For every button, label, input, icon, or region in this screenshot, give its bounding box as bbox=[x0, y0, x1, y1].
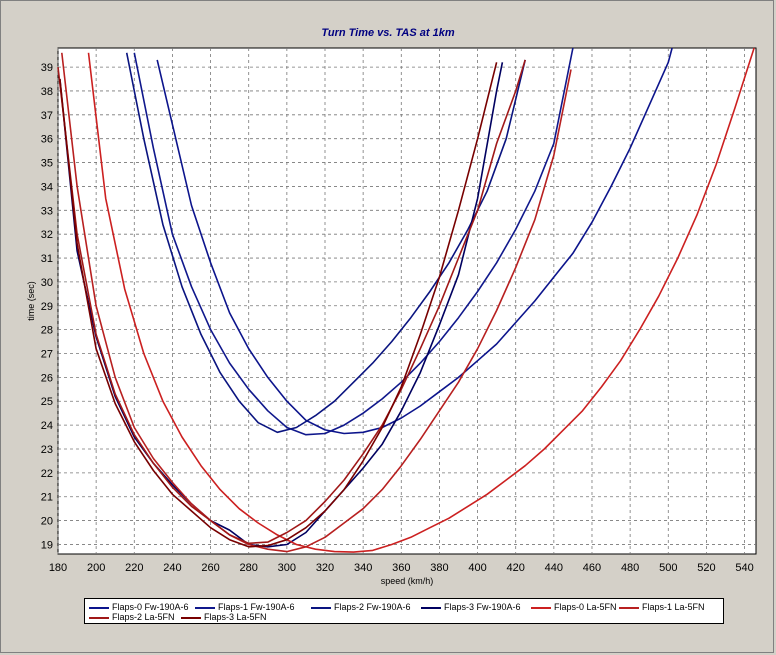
legend-swatch bbox=[89, 606, 109, 609]
legend-label: Flaps-3 La-5FN bbox=[204, 612, 267, 622]
y-tick-label: 32 bbox=[41, 229, 53, 241]
y-axis-label: time (sec) bbox=[26, 281, 36, 321]
plot-background bbox=[57, 47, 757, 555]
y-tick-label: 22 bbox=[41, 468, 53, 480]
series-line-8 bbox=[59, 62, 498, 548]
y-tick-label: 36 bbox=[41, 134, 53, 146]
series-line-6 bbox=[61, 52, 572, 553]
legend-label: Flaps-0 Fw-190A-6 bbox=[112, 602, 189, 612]
legend-entry-6: Flaps-1 La-5FN bbox=[619, 601, 705, 613]
legend-label: Flaps-2 Fw-190A-6 bbox=[334, 602, 411, 612]
y-tick-label: 30 bbox=[41, 277, 53, 289]
x-tick-label: 180 bbox=[49, 562, 67, 574]
legend-entry-8: Flaps-3 La-5FN bbox=[181, 611, 267, 623]
x-tick-label: 260 bbox=[201, 562, 219, 574]
x-tick-label: 380 bbox=[430, 562, 448, 574]
y-tick-label: 33 bbox=[41, 205, 53, 217]
y-tick-label: 19 bbox=[41, 539, 53, 551]
y-tick-label: 29 bbox=[41, 301, 53, 313]
legend-swatch bbox=[181, 616, 201, 619]
chart-legend: Flaps-0 Fw-190A-6 Flaps-1 Fw-190A-6 Flaps-… bbox=[84, 598, 724, 624]
y-tick-label: 26 bbox=[41, 372, 53, 384]
legend-label: Flaps-1 Fw-190A-6 bbox=[218, 602, 295, 612]
y-tick-label: 28 bbox=[41, 325, 53, 337]
x-tick-label: 340 bbox=[354, 562, 372, 574]
x-tick-label: 360 bbox=[392, 562, 410, 574]
legend-swatch bbox=[421, 606, 441, 609]
x-tick-label: 520 bbox=[697, 562, 715, 574]
legend-swatch bbox=[89, 616, 109, 619]
x-tick-label: 420 bbox=[507, 562, 525, 574]
y-tick-label: 24 bbox=[41, 420, 53, 432]
x-tick-label: 320 bbox=[316, 562, 334, 574]
chart-title: Turn Time vs. TAS at 1km bbox=[321, 27, 455, 39]
legend-swatch bbox=[619, 606, 639, 609]
series-line-3 bbox=[125, 52, 526, 434]
y-tick-label: 39 bbox=[41, 62, 53, 74]
series-line-2 bbox=[133, 47, 574, 436]
y-tick-label: 37 bbox=[41, 110, 53, 122]
series-lines bbox=[57, 47, 755, 553]
y-tick-label: 38 bbox=[41, 86, 53, 98]
plot-area: 180 200 220 240 260 280 300 320 340 360 380 400 420 4… bbox=[26, 47, 757, 586]
x-axis-label: speed (km/h) bbox=[381, 576, 434, 586]
x-tick-label: 440 bbox=[545, 562, 563, 574]
y-tick-label: 34 bbox=[41, 181, 53, 193]
y-tick-label: 20 bbox=[41, 516, 53, 528]
legend-entry-4: Flaps-3 Fw-190A-6 bbox=[421, 601, 521, 613]
y-tick-label: 31 bbox=[41, 253, 53, 265]
legend-swatch bbox=[195, 606, 215, 609]
legend-entry-1: Flaps-0 Fw-190A-6 bbox=[89, 601, 189, 613]
x-tick-label: 400 bbox=[468, 562, 486, 574]
legend-entry-5: Flaps-0 La-5FN bbox=[531, 601, 617, 613]
x-tick-label: 280 bbox=[240, 562, 258, 574]
legend-label: Flaps-3 Fw-190A-6 bbox=[444, 602, 521, 612]
x-tick-label: 200 bbox=[87, 562, 105, 574]
series-line-4 bbox=[59, 62, 504, 548]
x-tick-label: 460 bbox=[583, 562, 601, 574]
x-tick-label: 300 bbox=[278, 562, 296, 574]
legend-label: Flaps-0 La-5FN bbox=[554, 602, 617, 612]
legend-label: Flaps-1 La-5FN bbox=[642, 602, 705, 612]
legend-label: Flaps-2 La-5FN bbox=[112, 612, 175, 622]
y-tick-label: 35 bbox=[41, 158, 53, 170]
y-tick-label: 27 bbox=[41, 349, 53, 361]
x-tick-label: 500 bbox=[659, 562, 677, 574]
legend-swatch bbox=[531, 606, 551, 609]
y-tick-label: 23 bbox=[41, 444, 53, 456]
legend-entry-3: Flaps-2 Fw-190A-6 bbox=[311, 601, 411, 613]
legend-entry-7: Flaps-2 La-5FN bbox=[89, 611, 175, 623]
series-line-7 bbox=[57, 59, 526, 545]
tick-labels: 180 200 220 240 260 280 300 320 340 360 380 400 420 4… bbox=[41, 62, 754, 574]
x-tick-label: 480 bbox=[621, 562, 639, 574]
series-line-1 bbox=[156, 47, 673, 435]
x-tick-label: 240 bbox=[163, 562, 181, 574]
grid-lines bbox=[57, 48, 756, 554]
x-tick-label: 540 bbox=[735, 562, 753, 574]
x-tick-label: 220 bbox=[125, 562, 143, 574]
legend-swatch bbox=[311, 606, 331, 609]
series-line-5 bbox=[87, 47, 755, 553]
y-tick-label: 25 bbox=[41, 396, 53, 408]
y-tick-label: 21 bbox=[41, 492, 53, 504]
legend-entry-2: Flaps-1 Fw-190A-6 bbox=[195, 601, 295, 613]
